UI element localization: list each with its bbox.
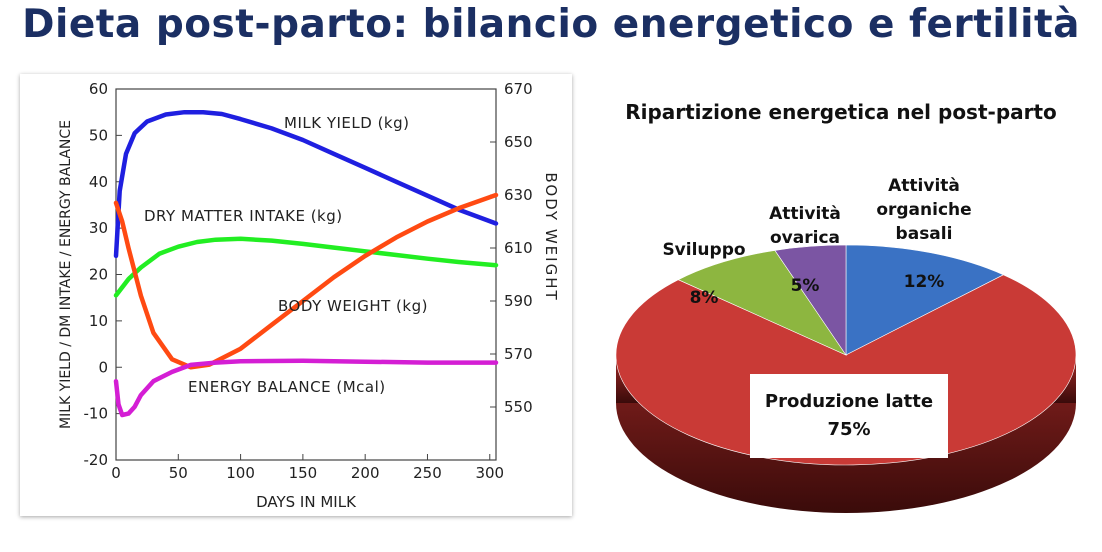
dm-intake-label: DRY MATTER INTAKE (kg): [144, 207, 343, 225]
y2-tick-label: 650: [504, 133, 533, 151]
y-tick-label: 20: [89, 266, 108, 284]
slice-label-basali: Attività organiche basali 12%: [854, 150, 994, 318]
slice-label-latte-name: Produzione latte: [764, 391, 934, 412]
y-tick-label: 40: [89, 173, 108, 191]
y2-tick-label: 630: [504, 186, 533, 204]
y2-tick-label: 590: [504, 292, 533, 310]
milk-yield-label: MILK YIELD (kg): [284, 114, 409, 132]
y-tick-label: 10: [89, 312, 108, 330]
y-tick-label: -20: [84, 451, 109, 469]
energy-balance-line: [113, 358, 499, 418]
slice-label-sviluppo-value: 8%: [689, 288, 719, 308]
x-tick-label: 200: [351, 464, 380, 482]
x-axis-label: DAYS IN MILK: [256, 493, 357, 511]
slice-label-sviluppo-name: Sviluppo: [662, 240, 746, 260]
slice-label-latte: Produzione latte 75%: [750, 374, 948, 458]
plot-frame: [115, 88, 497, 461]
x-tick-label: 150: [289, 464, 318, 482]
pie-slice-sviluppo: [677, 250, 847, 356]
pie-slice-ovarica: [774, 244, 847, 356]
body-weight-label: BODY WEIGHT (kg): [278, 297, 428, 315]
slice-label-ovarica-name: Attività ovarica: [769, 204, 841, 248]
energy-balance-label: ENERGY BALANCE (Mcal): [188, 378, 386, 396]
lactation-curve-chart: -20 -10 0 10 20 30 40 50 60 550 570 590 610 630 650 670…: [20, 74, 572, 516]
x-tick-label: 100: [226, 464, 255, 482]
x-tick-label: 300: [475, 464, 504, 482]
body-weight-line: [113, 192, 499, 370]
slice-label-ovarica-value: 5%: [790, 276, 820, 296]
pie-chart-title: Ripartizione energetica nel post-parto: [625, 100, 1057, 124]
x-tick-label: 0: [111, 464, 121, 482]
y-tick-label: 60: [89, 80, 108, 98]
y-tick-label: 30: [89, 219, 108, 237]
page-title: Dieta post-parto: bilancio energetico e …: [22, 2, 1080, 47]
y2-tick-label: 570: [504, 345, 533, 363]
dm-intake-line: [113, 236, 499, 298]
pie-slice-latte: [615, 274, 1077, 466]
y-axis-label: MILK YIELD / DM INTAKE / ENERGY BALANCE: [58, 120, 74, 429]
y2-tick-label: 610: [504, 239, 533, 257]
y2-axis-label: BODY WEIGHT: [542, 172, 560, 301]
x-tick-label: 250: [413, 464, 442, 482]
lactation-curve-svg: -20 -10 0 10 20 30 40 50 60 550 570 590 610 630 650 670…: [58, 80, 560, 511]
x-tick-label: 50: [169, 464, 188, 482]
slice-label-basali-name: Attività organiche basali: [876, 176, 972, 244]
y2-tick-label: 670: [504, 80, 533, 98]
y-tick-label: -10: [84, 405, 109, 423]
slice-label-latte-value: 75%: [827, 419, 871, 440]
y2-tick-label: 550: [504, 398, 533, 416]
energy-pie-svg: [615, 244, 1077, 513]
milk-yield-line: [113, 109, 499, 259]
slice-label-sviluppo: Sviluppo 8%: [654, 214, 754, 334]
y-tick-label: 0: [98, 358, 108, 376]
slice-label-basali-value: 12%: [903, 272, 945, 292]
pie-slice-basali: [845, 244, 1005, 356]
energy-pie-chart: Ripartizione energetica nel post-parto A…: [586, 90, 1096, 550]
y-tick-label: 50: [89, 126, 108, 144]
slice-label-ovarica: Attività ovarica 5%: [760, 178, 850, 322]
